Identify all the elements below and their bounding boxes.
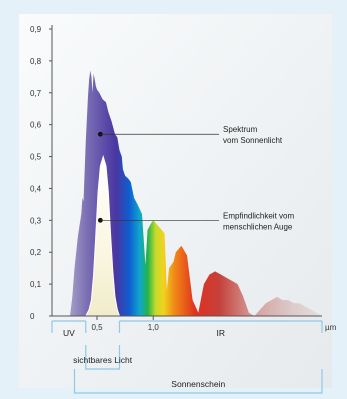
y-tick-label: 0,3 [30,216,42,225]
y-axis-ticks: 0 0,1 0,2 0,3 0,4 0,5 0,6 0,7 0,8 0,9 [30,25,52,321]
range-uv-bracket [51,320,87,333]
range-uv: UV [51,320,87,338]
x-unit-label: µm [325,323,337,332]
y-tick-label: 0,2 [30,248,42,257]
range-uv-label: UV [63,328,75,338]
x-axis-ticks: 0,5 1,0 µm [91,316,337,332]
sunlight-spectrum-area [70,70,322,316]
annotation-text: Empfindlichkeit vom [223,211,294,220]
y-tick-label: 0 [30,312,35,321]
x-tick-label: 0,5 [91,323,103,332]
y-tick-label: 0,9 [30,25,42,34]
chart-panel [19,14,332,388]
range-sichtbares-licht-label: sichtbares Licht [73,355,133,365]
chart-annotations: Spektrum vom Sonnenlicht Empfindlichkeit v… [97,125,294,231]
y-tick-label: 0,8 [30,57,42,66]
wavelength-ranges: UV IR sichtbares Licht Sonnenschein [51,320,323,394]
annotation-text: menschlichen Auge [223,222,293,231]
range-sonnenschein-bracket [73,369,323,394]
y-tick-label: 0,5 [30,153,42,162]
range-sichtbares-licht: sichtbares Licht [73,345,133,370]
range-ir-bracket [118,320,323,333]
eye-sensitivity-curve [85,154,121,317]
y-tick-label: 0,6 [30,121,42,130]
y-tick-label: 0,4 [30,184,42,193]
y-tick-label: 0,1 [30,280,42,289]
annotation-text: vom Sonnenlicht [223,136,283,145]
annotation-text: Spektrum [223,125,258,134]
range-sonnenschein-label: Sonnenschein [171,379,225,389]
range-ir-label: IR [217,328,226,338]
x-tick-label: 1,0 [148,323,160,332]
range-ir: IR [118,320,323,338]
range-sichtbares-licht-bracket [85,345,121,370]
y-tick-label: 0,7 [30,89,42,98]
range-sonnenschein: Sonnenschein [73,369,323,394]
